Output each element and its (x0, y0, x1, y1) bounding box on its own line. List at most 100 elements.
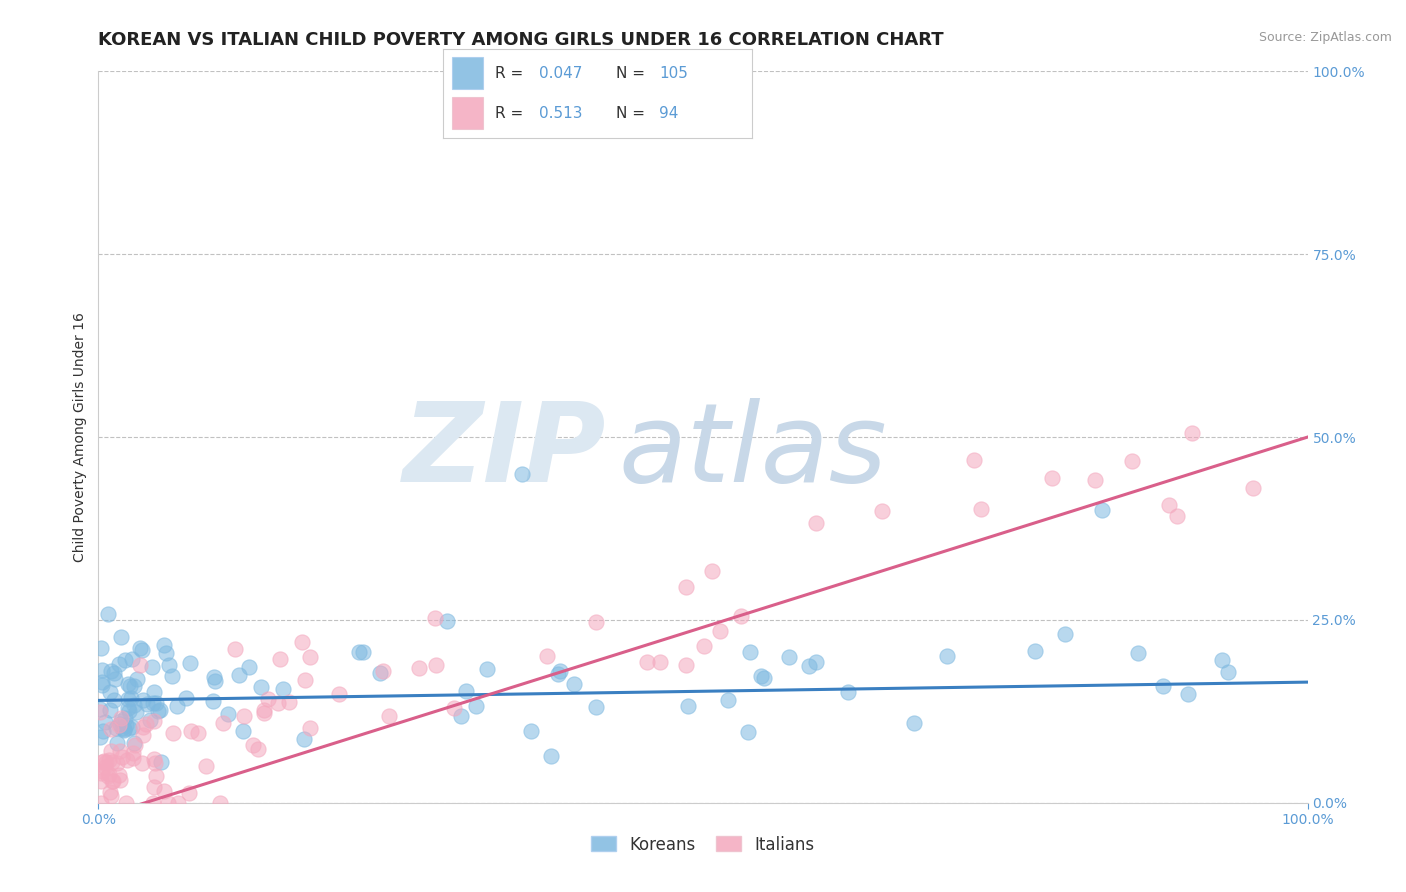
Koreans (456, 684, 478, 698)
Italians (96, 755, 118, 769)
Italians (180, 724, 202, 739)
Italians (100, 789, 122, 804)
Koreans (91, 675, 114, 690)
Koreans (1177, 687, 1199, 701)
Koreans (368, 666, 391, 681)
Koreans (98, 685, 121, 699)
Italians (291, 634, 314, 648)
Italians (963, 452, 986, 467)
Koreans (89, 701, 111, 715)
Koreans (98, 702, 121, 716)
Italians (90, 765, 112, 780)
Koreans (547, 666, 569, 681)
Koreans (510, 467, 533, 481)
Koreans (160, 668, 183, 682)
Koreans (1152, 679, 1174, 693)
Italians (89, 705, 111, 719)
Koreans (91, 663, 114, 677)
Italians (1121, 454, 1143, 468)
Koreans (676, 699, 699, 714)
Italians (124, 739, 146, 753)
Italians (675, 658, 697, 673)
Koreans (105, 721, 128, 735)
Koreans (90, 678, 112, 692)
Italians (585, 615, 607, 630)
Italians (91, 764, 114, 778)
Italians (1040, 471, 1063, 485)
Koreans (562, 677, 585, 691)
Koreans (519, 723, 541, 738)
Text: R =: R = (495, 66, 523, 80)
Italians (115, 753, 138, 767)
Koreans (149, 703, 172, 717)
Italians (294, 673, 316, 688)
Italians (108, 768, 131, 782)
Koreans (91, 723, 114, 738)
Italians (111, 750, 134, 764)
Koreans (465, 698, 488, 713)
Italians (110, 744, 132, 758)
Koreans (149, 756, 172, 770)
Italians (693, 640, 716, 654)
Koreans (450, 709, 472, 723)
Koreans (125, 672, 148, 686)
Koreans (117, 677, 139, 691)
Text: 0.513: 0.513 (538, 106, 582, 120)
Koreans (232, 724, 254, 739)
Italians (91, 755, 114, 769)
Koreans (238, 660, 260, 674)
Koreans (114, 711, 136, 725)
Italians (100, 744, 122, 758)
Text: Source: ZipAtlas.com: Source: ZipAtlas.com (1258, 31, 1392, 45)
Italians (702, 564, 724, 578)
Italians (257, 691, 280, 706)
Italians (90, 773, 112, 788)
Koreans (740, 645, 762, 659)
Text: 0.047: 0.047 (538, 66, 582, 80)
Italians (153, 784, 176, 798)
Italians (142, 780, 165, 795)
FancyBboxPatch shape (453, 57, 484, 89)
Text: 94: 94 (659, 106, 679, 120)
Italians (132, 728, 155, 742)
Koreans (148, 704, 170, 718)
Italians (328, 687, 350, 701)
Koreans (436, 614, 458, 628)
Italians (100, 774, 122, 789)
Italians (208, 796, 231, 810)
Koreans (778, 649, 800, 664)
Koreans (136, 697, 159, 711)
Italians (143, 756, 166, 771)
Italians (96, 769, 118, 783)
Italians (121, 747, 143, 761)
Legend: Koreans, Italians: Koreans, Italians (585, 829, 821, 860)
Koreans (271, 681, 294, 696)
Italians (105, 756, 128, 770)
Koreans (204, 670, 226, 684)
Italians (870, 503, 893, 517)
Koreans (737, 725, 759, 739)
Koreans (115, 718, 138, 732)
Koreans (128, 640, 150, 655)
Koreans (141, 660, 163, 674)
Italians (187, 725, 209, 739)
Koreans (89, 731, 111, 745)
Koreans (292, 732, 315, 747)
Italians (101, 773, 124, 788)
Koreans (97, 607, 120, 621)
Italians (98, 785, 121, 799)
Italians (93, 754, 115, 768)
Italians (211, 715, 233, 730)
Italians (267, 696, 290, 710)
Koreans (145, 697, 167, 711)
Koreans (117, 691, 139, 706)
Koreans (1128, 646, 1150, 660)
Italians (408, 661, 430, 675)
Koreans (108, 657, 131, 671)
Italians (298, 650, 321, 665)
Koreans (179, 657, 201, 671)
Italians (246, 742, 269, 756)
Italians (90, 796, 112, 810)
Koreans (110, 717, 132, 731)
Koreans (118, 704, 141, 718)
